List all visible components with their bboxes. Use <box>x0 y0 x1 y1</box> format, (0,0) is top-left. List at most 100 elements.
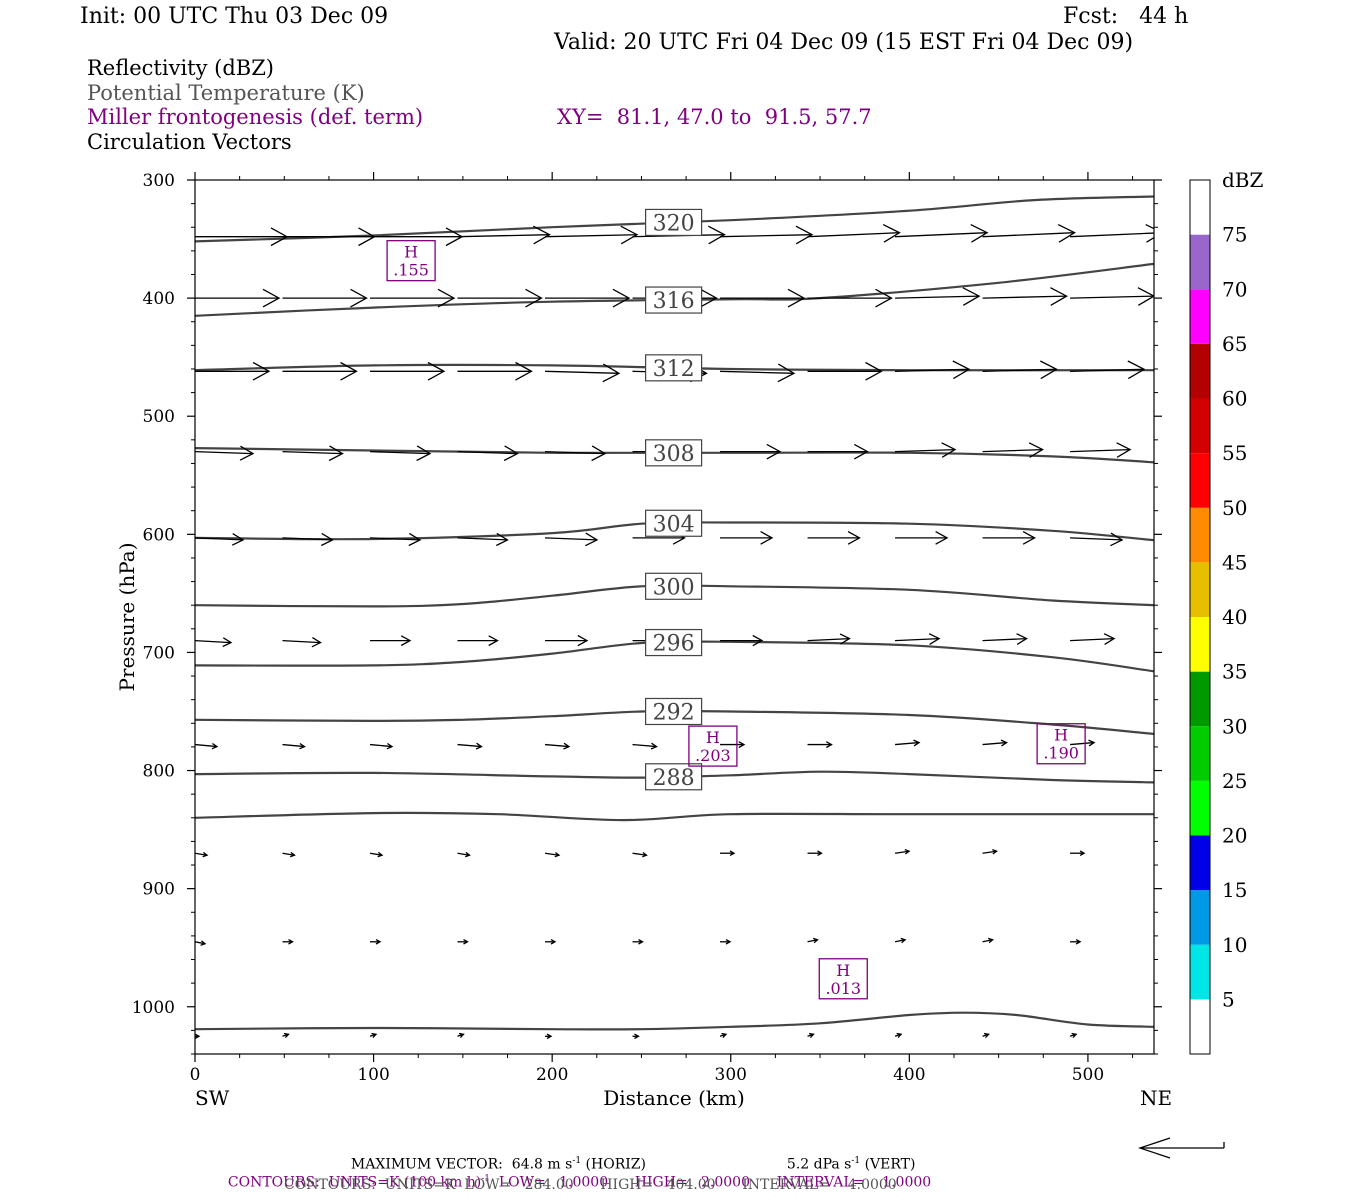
vector-shaft <box>982 368 1057 372</box>
vector-head <box>289 851 296 858</box>
theta-label-box <box>645 697 703 726</box>
frontogenesis-units-exp: -1 <box>481 1174 490 1184</box>
vector-head <box>970 224 989 243</box>
y-tick-label: 400 <box>143 289 175 309</box>
valid-time: Valid: 20 UTC Fri 04 Dec 09 (15 EST Fri … <box>554 30 1134 55</box>
x-axis-title: Distance (km) <box>603 1086 745 1110</box>
max-vector-exp: -1 <box>572 1156 582 1166</box>
circulation-vector <box>545 363 621 383</box>
y-tick-label: 1000 <box>132 998 175 1018</box>
theta-label-box <box>645 572 703 600</box>
circulation-vector <box>195 742 219 750</box>
vector-shaft <box>1070 537 1123 541</box>
circulation-vectors <box>195 224 1154 1040</box>
colorbar-label: 65 <box>1222 332 1247 356</box>
vector-shaft <box>982 850 997 854</box>
colorbar-segment <box>1190 835 1210 891</box>
circulation-vector <box>457 851 471 858</box>
vector-shaft <box>369 537 421 541</box>
vector-shaft <box>544 852 560 856</box>
vector-head <box>239 445 255 461</box>
vector-shaft <box>807 232 900 238</box>
x-tick-label: 300 <box>715 1065 747 1085</box>
vector-shaft <box>457 852 470 856</box>
circulation-vector <box>457 532 509 547</box>
theta-label-box <box>645 439 703 467</box>
circulation-vector <box>370 288 456 308</box>
circulation-vector <box>982 739 1008 747</box>
high-value: .203 <box>695 746 731 765</box>
vector-shaft <box>1070 232 1154 238</box>
vector-shaft <box>1070 741 1095 746</box>
vector-shaft <box>195 450 254 455</box>
vector-shaft <box>369 852 383 856</box>
vector-head <box>900 937 907 944</box>
vector-head <box>321 532 334 547</box>
vector-head <box>1116 442 1132 458</box>
vector-head <box>650 742 658 750</box>
vector-head <box>1016 633 1028 645</box>
vector-head <box>463 939 469 945</box>
circulation-vector <box>894 1032 903 1039</box>
vector-head <box>371 1032 378 1039</box>
vector-shaft <box>544 743 570 748</box>
high-value: .155 <box>393 261 429 280</box>
vector-head <box>1000 739 1008 747</box>
circulation-vector <box>982 442 1044 458</box>
circulation-vector <box>457 225 551 245</box>
circulation-vector <box>895 360 971 380</box>
vector-head <box>311 637 322 648</box>
vector-head <box>195 1033 201 1040</box>
circulation-vector <box>195 227 289 247</box>
y-axis-title: Pressure (hPa) <box>115 543 139 692</box>
vector-shaft <box>282 639 321 644</box>
colorbar-title: dBZ <box>1222 168 1264 192</box>
vector-head <box>377 851 384 858</box>
vector-head <box>602 363 621 383</box>
vector-shaft <box>195 852 208 856</box>
circulation-vector <box>894 937 907 944</box>
vertical-vector-exp: -1 <box>851 1156 861 1166</box>
vector-head <box>700 288 718 308</box>
circulation-vector <box>982 360 1058 380</box>
circulation-vector <box>895 531 949 545</box>
circulation-vector <box>544 742 571 750</box>
circulation-vector <box>282 445 344 462</box>
circulation-vector <box>807 361 883 381</box>
colorbar-segment <box>1190 671 1210 727</box>
colorbar-label: 75 <box>1222 223 1247 247</box>
theta-contour-label: 300 <box>653 575 695 600</box>
circulation-vector <box>894 739 921 747</box>
vector-shaft <box>982 939 993 943</box>
vector-shaft <box>545 234 638 238</box>
circulation-vector <box>195 851 209 858</box>
vector-shaft <box>720 370 795 374</box>
circulation-vector <box>632 742 658 750</box>
vector-head <box>729 850 736 856</box>
vector-head <box>738 741 746 749</box>
vector-shaft <box>982 637 1027 642</box>
vector-head <box>211 742 219 750</box>
frontogenesis-units: CONTOURS: UNITS=K (100 km h) <box>227 1174 482 1191</box>
vector-shaft <box>982 232 1075 238</box>
high-box <box>688 725 738 767</box>
circulation-vector <box>545 225 639 245</box>
circulation-vector <box>457 361 533 381</box>
theta-contour-line <box>195 1011 1154 1031</box>
colorbar-segment <box>1190 398 1210 454</box>
vector-head <box>812 937 819 944</box>
vector-head <box>1028 442 1044 458</box>
circulation-vector <box>457 742 483 750</box>
frontogenesis-high: H.203 <box>688 725 738 767</box>
vector-head <box>532 225 551 245</box>
vector-head <box>988 937 994 944</box>
theta-label-box <box>645 208 703 237</box>
vector-head <box>952 360 971 380</box>
circulation-vector <box>720 225 814 245</box>
high-value: .013 <box>825 979 861 998</box>
circulation-vector <box>720 634 764 647</box>
contour-labels: 320 316 312 308 304 300 296 292 288 <box>645 208 703 791</box>
vector-head <box>437 288 456 308</box>
circulation-vector <box>282 851 296 858</box>
